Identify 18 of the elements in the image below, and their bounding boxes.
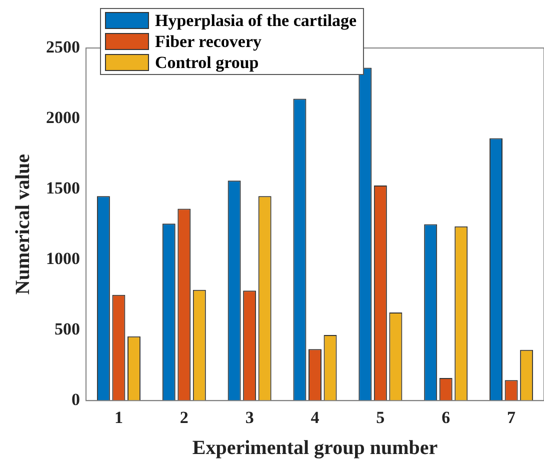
x-tick-label: 4 xyxy=(310,408,320,428)
x-tick-label: 2 xyxy=(180,408,188,428)
y-tick-label: 1000 xyxy=(46,248,80,268)
x-axis-title: Experimental group number xyxy=(192,437,438,460)
y-tick-label: 1500 xyxy=(46,178,80,198)
y-tick-label: 2000 xyxy=(46,108,80,127)
x-tick-label: 1 xyxy=(114,408,123,428)
legend-label: Hyperplasia of the cartilage xyxy=(155,10,357,31)
y-tick-label: 0 xyxy=(72,390,80,409)
y-tick-label: 500 xyxy=(54,319,80,338)
y-tick-label: 2500 xyxy=(46,37,80,56)
legend-label: Control group xyxy=(155,52,259,73)
y-axis-title: Numerical value xyxy=(12,154,34,295)
x-tick-label: 6 xyxy=(442,408,450,428)
x-tick-label: 5 xyxy=(376,408,385,428)
x-tick-label: 7 xyxy=(507,408,516,428)
legend-label: Fiber recovery xyxy=(155,31,262,52)
x-tick-label: 3 xyxy=(245,408,254,428)
